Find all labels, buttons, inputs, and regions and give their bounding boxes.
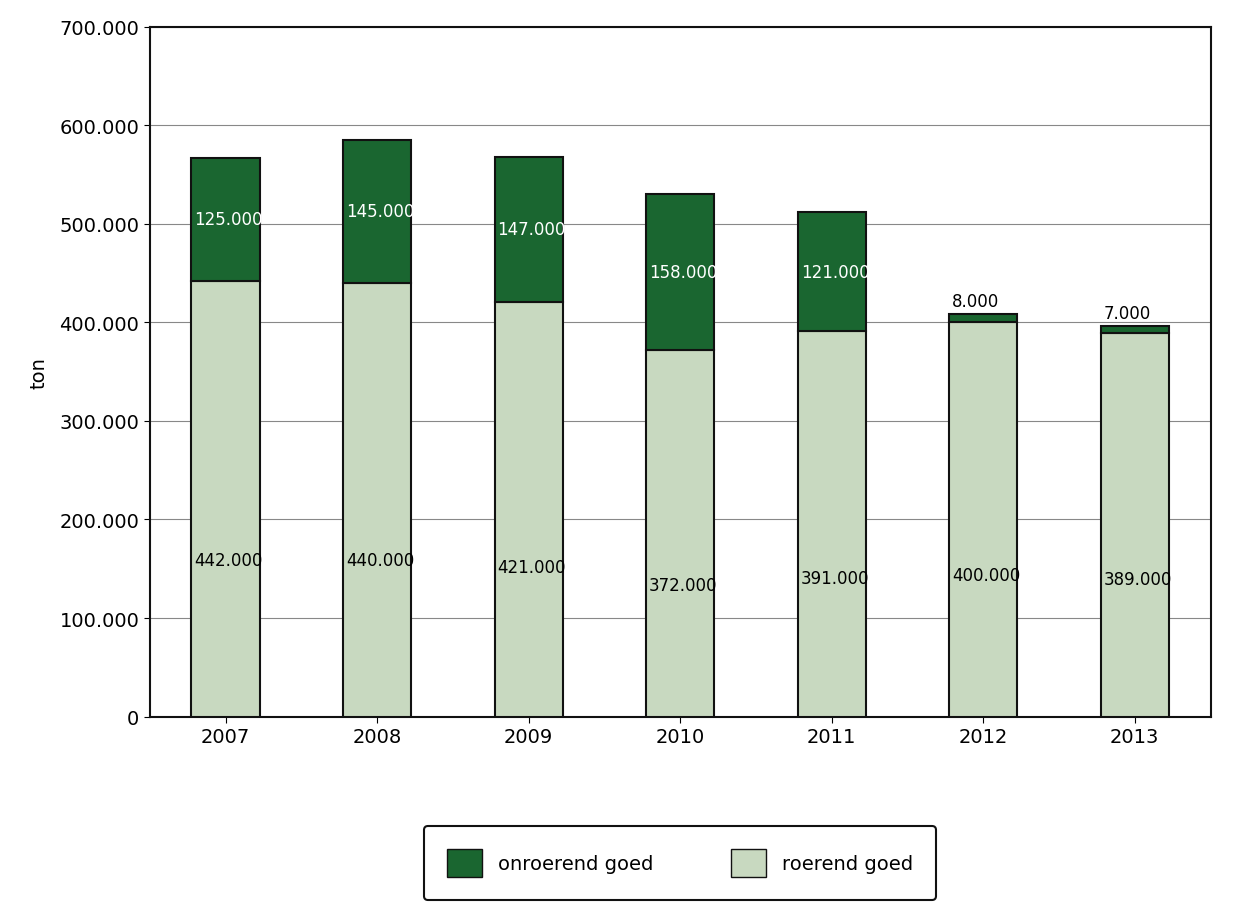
Text: 147.000: 147.000 [498, 221, 565, 239]
Bar [1101, 334, 1169, 717]
Bar [797, 332, 866, 717]
Text: 372.000: 372.000 [649, 576, 718, 594]
Text: 389.000: 389.000 [1103, 570, 1172, 588]
Text: 121.000: 121.000 [801, 263, 870, 281]
Bar [950, 315, 1017, 323]
Text: 158.000: 158.000 [649, 264, 718, 282]
Legend: onroerend goed, roerend goed: onroerend goed, roerend goed [424, 826, 936, 900]
Bar [343, 284, 411, 717]
Text: 421.000: 421.000 [498, 559, 567, 576]
Text: 440.000: 440.000 [346, 552, 414, 570]
Text: 442.000: 442.000 [195, 551, 263, 569]
Y-axis label: ton: ton [29, 357, 49, 388]
Bar [191, 281, 260, 717]
Bar [646, 195, 714, 350]
Text: 145.000: 145.000 [346, 203, 414, 221]
Text: 400.000: 400.000 [952, 566, 1021, 584]
Text: 7.000: 7.000 [1103, 305, 1151, 323]
Bar [343, 141, 411, 284]
Bar [494, 302, 563, 717]
Text: 8.000: 8.000 [952, 293, 1000, 312]
Text: 125.000: 125.000 [195, 211, 263, 229]
Bar [646, 350, 714, 717]
Bar [797, 212, 866, 332]
Bar [494, 157, 563, 302]
Bar [191, 158, 260, 281]
Bar [950, 323, 1017, 717]
Text: 391.000: 391.000 [801, 569, 869, 587]
Bar [1101, 327, 1169, 334]
